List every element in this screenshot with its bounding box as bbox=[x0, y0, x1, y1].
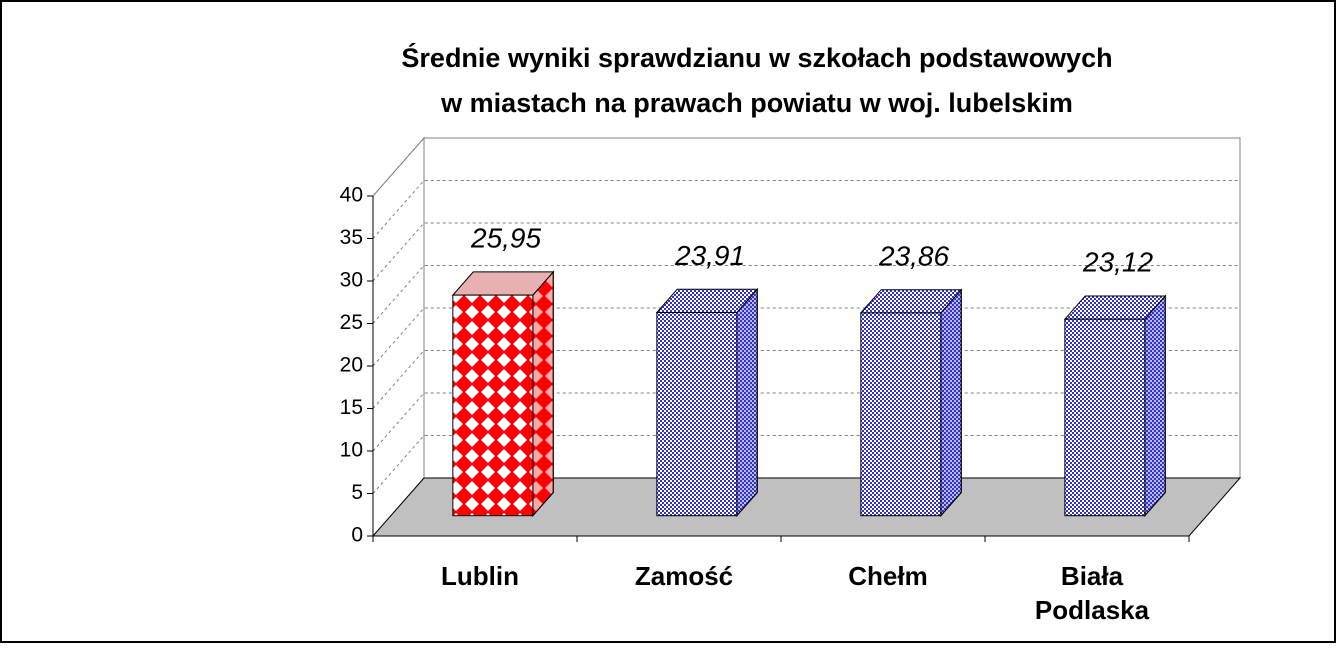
bar bbox=[451, 270, 555, 518]
value-label: 23,91 bbox=[674, 240, 745, 271]
x-tick-label: Zamość bbox=[635, 561, 733, 591]
grid-line bbox=[372, 307, 1240, 367]
grid-line bbox=[372, 350, 1240, 409]
bar-side-shade bbox=[1144, 294, 1166, 518]
bar-side-shade bbox=[940, 288, 962, 518]
value-label: 23,86 bbox=[878, 240, 949, 271]
y-tick-label: 20 bbox=[340, 354, 363, 377]
bar-front bbox=[860, 312, 942, 517]
grid-line bbox=[372, 222, 1240, 282]
chart-title: w miastach na prawach powiatu w woj. lub… bbox=[440, 88, 1073, 118]
bar-front bbox=[1064, 318, 1146, 517]
y-tick-label: 15 bbox=[340, 396, 363, 419]
chart-title: Średnie wyniki sprawdzianu w szkołach po… bbox=[401, 42, 1112, 73]
grid-line bbox=[372, 392, 1240, 452]
value-label: 23,12 bbox=[1082, 247, 1153, 278]
bar bbox=[859, 288, 963, 518]
x-tick-label: Lublin bbox=[441, 561, 519, 591]
bar-front bbox=[656, 311, 738, 517]
bar-front bbox=[452, 294, 534, 517]
grid-line bbox=[372, 180, 1240, 239]
y-tick-label: 40 bbox=[340, 184, 363, 207]
x-tick-label: Chełm bbox=[848, 561, 927, 591]
grid-line bbox=[372, 137, 1240, 197]
bar bbox=[1063, 294, 1167, 518]
y-tick-label: 25 bbox=[340, 311, 363, 334]
y-tick-label: 30 bbox=[340, 269, 363, 292]
y-tick-label: 5 bbox=[351, 481, 363, 504]
grid-line bbox=[372, 435, 1240, 494]
y-tick-label: 10 bbox=[340, 439, 363, 462]
grid-line bbox=[372, 265, 1240, 324]
value-label: 25,95 bbox=[470, 223, 541, 254]
bar-side-shade bbox=[736, 287, 758, 518]
x-tick-label: Biała Podlaska bbox=[1035, 561, 1150, 625]
y-tick-label: 0 bbox=[351, 524, 363, 547]
bar bbox=[655, 287, 759, 518]
y-tick-label: 35 bbox=[340, 226, 363, 249]
bar-side-shade bbox=[532, 270, 554, 518]
